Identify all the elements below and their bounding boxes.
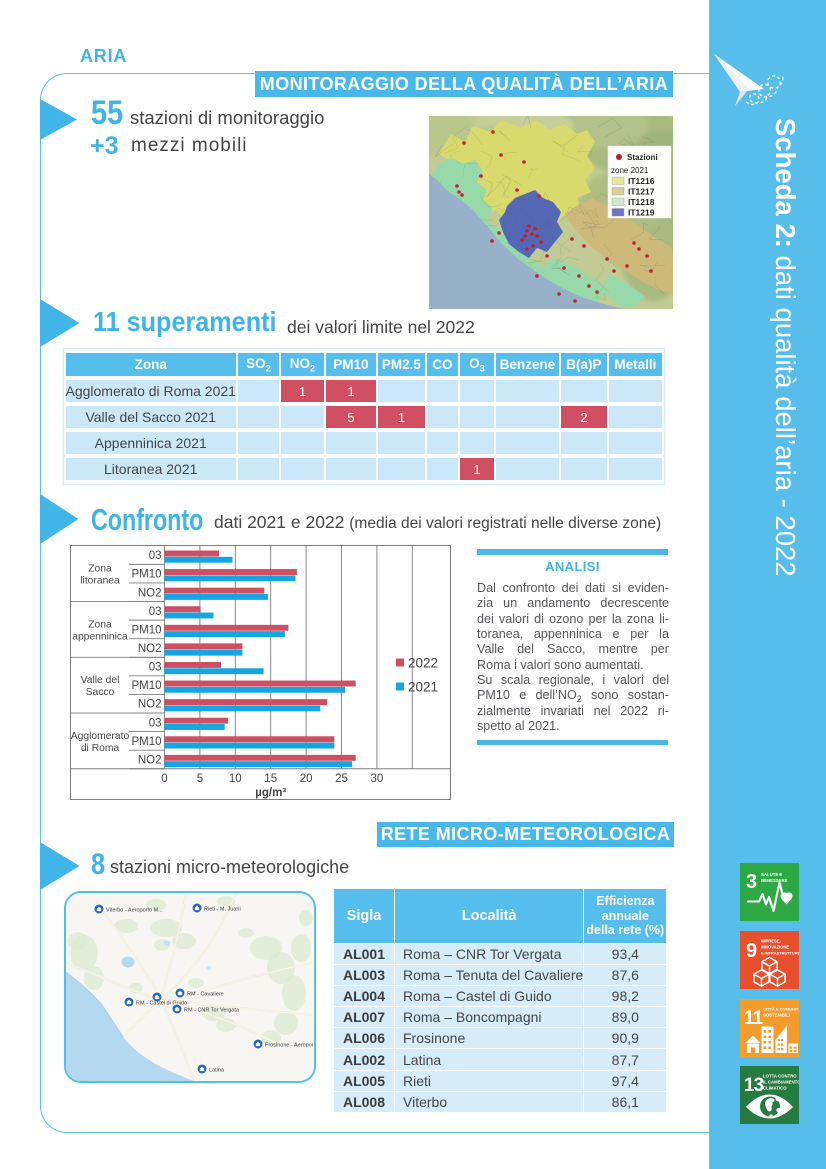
svg-text:µg/m³: µg/m³ xyxy=(255,787,286,799)
svg-text:Valle del: Valle del xyxy=(81,675,120,686)
svg-text:11: 11 xyxy=(744,1008,764,1029)
svg-text:Frosinone - Aeroporto ...: Frosinone - Aeroporto ... xyxy=(265,1043,313,1049)
svg-text:INNOVAZIONE: INNOVAZIONE xyxy=(761,945,789,950)
svg-text:NO2: NO2 xyxy=(138,587,162,599)
svg-text:RM - Castel di Guido: RM - Castel di Guido xyxy=(136,1001,187,1007)
svg-text:IMPRESE,: IMPRESE, xyxy=(761,939,781,944)
svg-text:NO2: NO2 xyxy=(138,643,162,655)
svg-text:15: 15 xyxy=(264,773,277,785)
svg-text:PM10: PM10 xyxy=(131,624,161,636)
svg-text:30: 30 xyxy=(371,773,384,785)
svg-text:IT1219: IT1219 xyxy=(628,208,655,218)
svg-text:PM10: PM10 xyxy=(131,680,161,692)
svg-text:5: 5 xyxy=(197,773,203,785)
svg-text:Viterbo - Aeroporto M...: Viterbo - Aeroporto M... xyxy=(106,908,163,914)
svg-text:zone 2021: zone 2021 xyxy=(611,166,649,175)
svg-text:PM10: PM10 xyxy=(131,569,161,581)
svg-text:Zona: Zona xyxy=(88,564,112,575)
svg-text:SOSTENIBILI: SOSTENIBILI xyxy=(763,1013,790,1018)
svg-text:Agglomerato: Agglomerato xyxy=(71,731,130,742)
svg-text:IT1217: IT1217 xyxy=(628,187,655,197)
svg-text:20: 20 xyxy=(300,773,313,785)
svg-text:NO2: NO2 xyxy=(138,699,162,711)
svg-text:25: 25 xyxy=(335,773,348,785)
svg-text:BENESSERE: BENESSERE xyxy=(761,878,788,883)
svg-text:0: 0 xyxy=(161,773,167,785)
svg-text:03: 03 xyxy=(149,550,162,562)
svg-text:10: 10 xyxy=(229,773,242,785)
svg-text:IT1216: IT1216 xyxy=(628,176,655,186)
svg-text:Zona: Zona xyxy=(88,619,112,630)
svg-text:SALUTE E: SALUTE E xyxy=(761,872,782,877)
svg-text:NO2: NO2 xyxy=(138,754,162,766)
svg-text:03: 03 xyxy=(149,606,162,618)
svg-text:2021: 2021 xyxy=(408,680,438,695)
svg-text:CITTÀ E COMUNITÀ: CITTÀ E COMUNITÀ xyxy=(763,1007,799,1012)
svg-text:Latina: Latina xyxy=(209,1068,225,1074)
svg-text:Rieti - M. Juani: Rieti - M. Juani xyxy=(204,907,241,913)
svg-text:CLIMATICO: CLIMATICO xyxy=(763,1086,787,1091)
svg-text:RM - CNR Tor Vergata: RM - CNR Tor Vergata xyxy=(184,1008,240,1014)
svg-text:RM - Cavaliere: RM - Cavaliere xyxy=(187,992,224,998)
svg-text:LOTTA CONTRO: LOTTA CONTRO xyxy=(763,1074,797,1079)
svg-text:PM10: PM10 xyxy=(131,736,161,748)
svg-text:Stazioni: Stazioni xyxy=(627,153,658,162)
svg-text:appenninica: appenninica xyxy=(72,631,128,642)
svg-text:9: 9 xyxy=(746,940,757,962)
svg-text:2022: 2022 xyxy=(408,656,438,671)
svg-text:3: 3 xyxy=(746,871,757,893)
svg-text:03: 03 xyxy=(149,717,162,729)
svg-text:Sacco: Sacco xyxy=(86,687,115,698)
svg-text:03: 03 xyxy=(149,662,162,674)
svg-text:IT1218: IT1218 xyxy=(628,197,655,207)
svg-text:IL CAMBIAMENTO: IL CAMBIAMENTO xyxy=(763,1080,799,1085)
svg-text:litoranea: litoranea xyxy=(80,576,120,587)
svg-text:E INFRASTRUTTURE: E INFRASTRUTTURE xyxy=(761,951,799,956)
svg-text:di Roma: di Roma xyxy=(81,743,120,754)
svg-text:13: 13 xyxy=(744,1075,764,1096)
